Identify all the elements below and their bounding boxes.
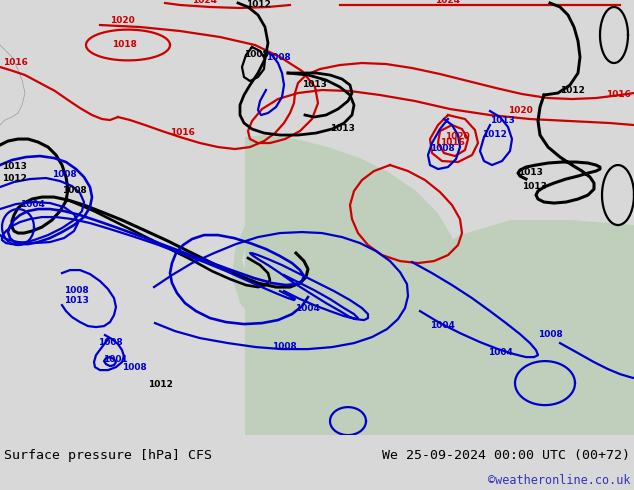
Text: 1008: 1008 — [98, 338, 123, 347]
Text: 1013: 1013 — [518, 168, 543, 177]
Text: 1016: 1016 — [606, 90, 631, 99]
Text: 1008: 1008 — [430, 144, 455, 153]
Text: 1012: 1012 — [2, 174, 27, 183]
Text: 1008: 1008 — [64, 286, 89, 295]
Text: ©weatheronline.co.uk: ©weatheronline.co.uk — [488, 473, 630, 487]
Text: 1001: 1001 — [103, 355, 127, 364]
Text: 1024: 1024 — [435, 0, 460, 5]
Text: Surface pressure [hPa] CFS: Surface pressure [hPa] CFS — [4, 448, 212, 462]
Text: 1008: 1008 — [272, 342, 297, 351]
Text: 1008: 1008 — [122, 363, 146, 372]
Text: 1008: 1008 — [538, 330, 563, 339]
Text: 1013: 1013 — [64, 296, 89, 305]
Text: 1013: 1013 — [522, 182, 547, 191]
Text: 1012: 1012 — [246, 0, 271, 9]
Text: 1013: 1013 — [330, 124, 355, 133]
Text: 1013: 1013 — [302, 80, 327, 89]
Text: 1012: 1012 — [148, 380, 173, 389]
Text: 1016: 1016 — [440, 138, 465, 147]
Text: 1020: 1020 — [110, 16, 135, 25]
Text: 1020: 1020 — [445, 132, 470, 141]
Polygon shape — [232, 135, 634, 435]
Text: 1013: 1013 — [490, 116, 515, 125]
Text: 1016: 1016 — [170, 128, 195, 137]
Text: 1004: 1004 — [20, 200, 45, 209]
Text: We 25-09-2024 00:00 UTC (00+72): We 25-09-2024 00:00 UTC (00+72) — [382, 448, 630, 462]
Polygon shape — [286, 173, 340, 230]
Text: 1004: 1004 — [295, 304, 320, 313]
Text: 1004: 1004 — [488, 348, 513, 357]
Text: 1008: 1008 — [52, 170, 77, 179]
Text: 1012: 1012 — [560, 86, 585, 95]
Text: 1018: 1018 — [112, 40, 137, 49]
Text: 1024: 1024 — [192, 0, 217, 5]
Text: 1008: 1008 — [266, 53, 291, 62]
Text: 1020: 1020 — [508, 106, 533, 115]
Text: 1012: 1012 — [482, 130, 507, 139]
Text: 1016: 1016 — [3, 58, 28, 67]
Text: 1008: 1008 — [244, 50, 269, 59]
Text: 1004: 1004 — [430, 321, 455, 330]
Text: 1013: 1013 — [2, 162, 27, 171]
Text: 1008: 1008 — [62, 186, 87, 195]
